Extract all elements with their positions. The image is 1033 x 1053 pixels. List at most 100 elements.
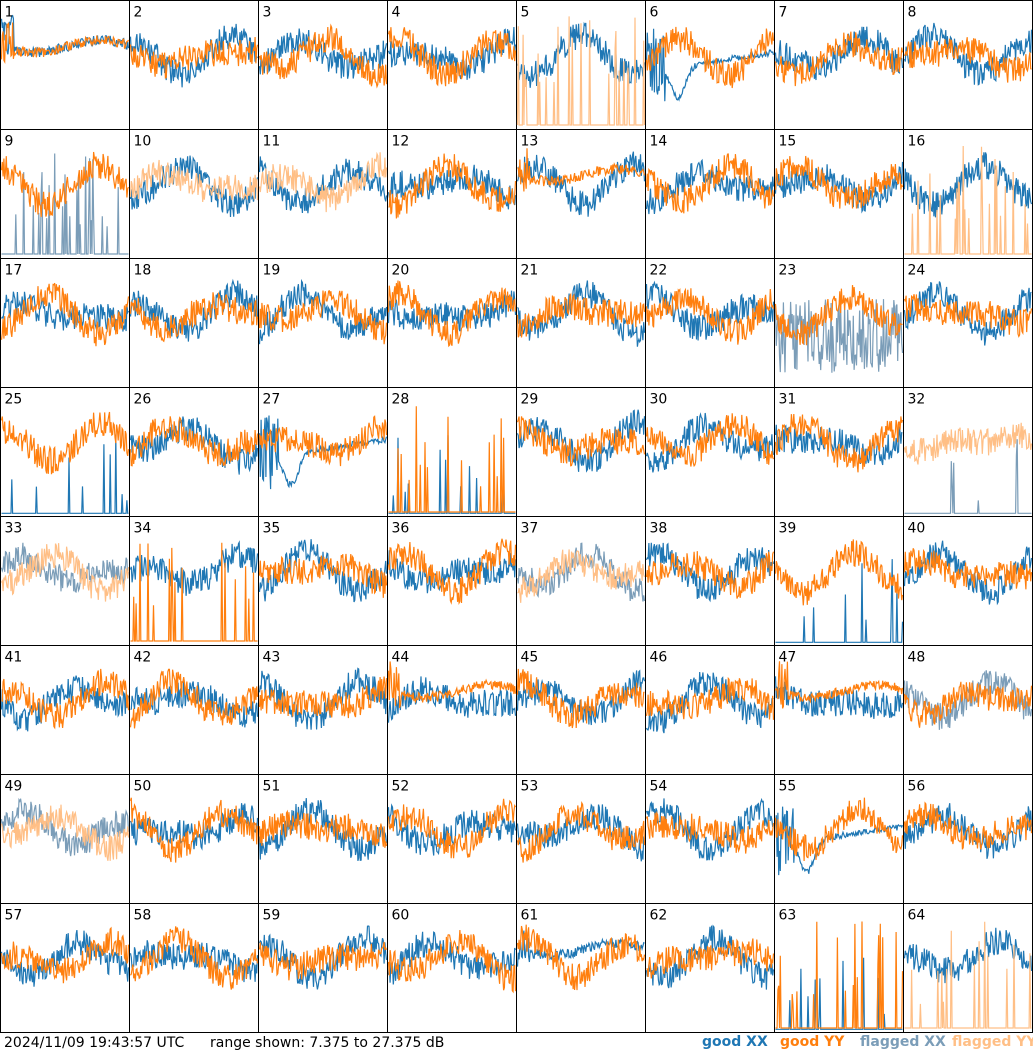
series-xx-good (258, 28, 388, 79)
panel-33: 33 (0, 516, 130, 646)
series-yy-flagged (903, 422, 1033, 465)
panel-4: 4 (387, 0, 517, 130)
series-yy-good (387, 661, 517, 709)
panel-34: 34 (129, 516, 259, 646)
panel-62: 62 (645, 903, 775, 1033)
panel-label: 43 (263, 650, 281, 666)
panel-20: 20 (387, 258, 517, 388)
panel-18: 18 (129, 258, 259, 388)
panel-52: 52 (387, 774, 517, 904)
panel-16: 16 (903, 129, 1033, 259)
panel-7: 7 (774, 0, 904, 130)
panel-label: 52 (392, 779, 410, 795)
panel-2: 2 (129, 0, 259, 130)
series-yy-good (645, 287, 775, 345)
series-yy-good (645, 153, 775, 214)
series-xx-good (1, 434, 129, 514)
series-xx-good (129, 155, 259, 218)
series-yy-good (0, 282, 130, 347)
panel-47: 47 (774, 645, 904, 775)
series-yy-good (129, 668, 259, 729)
series-yy-good (258, 676, 388, 719)
panel-43: 43 (258, 645, 388, 775)
panel-label: 63 (779, 908, 797, 924)
panel-12: 12 (387, 129, 517, 259)
series-yy-good (516, 801, 646, 863)
panel-56: 56 (903, 774, 1033, 904)
series-xx-good (903, 152, 1033, 218)
series-yy-good (645, 810, 775, 854)
panel-frame (516, 129, 646, 259)
series-xx-good (645, 412, 775, 473)
panel-23: 23 (774, 258, 904, 388)
panel-28: 28 (387, 387, 517, 517)
series-xx-good (0, 929, 130, 987)
series-yy-good (129, 416, 259, 467)
series-yy-good (774, 285, 903, 346)
panel-label: 2 (134, 5, 143, 21)
series-yy-good (774, 155, 904, 209)
series-yy-good (129, 291, 259, 343)
panel-38: 38 (645, 516, 775, 646)
panel-label: 59 (263, 908, 281, 924)
panel-label: 10 (134, 134, 152, 150)
panel-label: 6 (650, 5, 659, 21)
panel-58: 58 (129, 903, 259, 1033)
panel-label: 3 (263, 5, 272, 21)
series-yy-good (387, 798, 517, 859)
panel-36: 36 (387, 516, 517, 646)
series-yy-good (258, 290, 388, 345)
series-yy-good (516, 148, 646, 192)
series-xx-good (387, 290, 517, 332)
panel-11: 11 (258, 129, 388, 259)
panel-14: 14 (645, 129, 775, 259)
series-xx-good (516, 151, 646, 217)
panel-40: 40 (903, 516, 1033, 646)
series-yy-good (903, 294, 1033, 338)
panel-39: 39 (774, 516, 904, 646)
panel-frame (0, 387, 130, 517)
legend-good-xx: good XX (702, 1034, 768, 1050)
panel-label: 60 (392, 908, 410, 924)
panel-50: 50 (129, 774, 259, 904)
panel-label: 35 (263, 521, 281, 537)
series-yy-good (516, 292, 646, 338)
series-xx-good (903, 22, 1033, 86)
panel-label: 14 (650, 134, 668, 150)
series-yy-flagged (0, 804, 130, 861)
panel-label: 30 (650, 392, 668, 408)
series-xx-good (1, 291, 130, 332)
panel-label: 15 (779, 134, 797, 150)
series-yy-good (774, 31, 904, 87)
panel-46: 46 (645, 645, 775, 775)
panel-26: 26 (129, 387, 259, 517)
panel-label: 23 (779, 263, 797, 279)
series-yy-good (903, 681, 1033, 728)
panel-label: 31 (779, 392, 797, 408)
panel-label: 16 (908, 134, 926, 150)
series-xx-flagged (0, 542, 130, 593)
panel-label: 17 (5, 263, 23, 279)
panel-44: 44 (387, 645, 517, 775)
panel-frame (0, 0, 130, 130)
panel-15: 15 (774, 129, 904, 259)
panel-frame (387, 645, 517, 775)
panel-48: 48 (903, 645, 1033, 775)
series-yy-good (0, 151, 130, 217)
panel-label: 26 (134, 392, 152, 408)
panel-13: 13 (516, 129, 646, 259)
series-yy-flagged (904, 921, 1032, 1029)
series-yy-good (903, 801, 1033, 850)
panel-8: 8 (903, 0, 1033, 130)
panel-label: 22 (650, 263, 668, 279)
series-yy-good (258, 23, 388, 89)
series-xx-flagged (1, 153, 129, 255)
panel-64: 64 (903, 903, 1033, 1033)
panel-frame (774, 645, 904, 775)
series-yy-good (387, 27, 517, 87)
panel-label: 33 (5, 521, 23, 537)
panel-frame (129, 0, 259, 130)
panel-22: 22 (645, 258, 775, 388)
panel-42: 42 (129, 645, 259, 775)
